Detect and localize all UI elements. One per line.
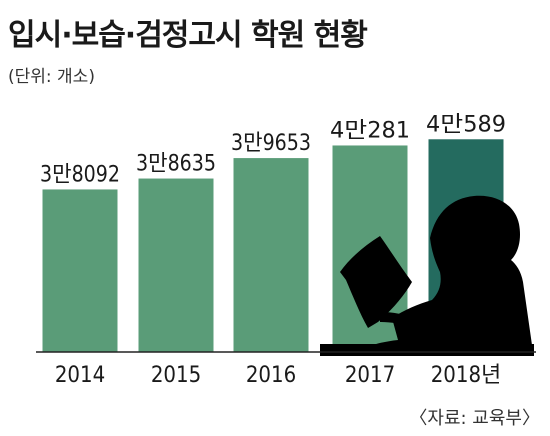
x-tick-label: 2017 [345, 363, 395, 388]
silhouette-illustration [320, 195, 534, 356]
bar-2016 [233, 158, 309, 352]
bar-2015 [138, 178, 214, 352]
chart-title: 입시·보습·검정고시 학원 현황 [8, 18, 368, 53]
bar-2014 [42, 189, 118, 352]
unit-label: (단위: 개소) [8, 67, 95, 87]
x-tick-label: 2014 [55, 363, 105, 388]
value-label: 4만589 [426, 112, 506, 137]
x-tick-label: 2016 [246, 363, 296, 388]
source-note: 〈자료: 교육부〉 [409, 408, 540, 429]
silhouette-figure [360, 195, 533, 352]
silhouette-hand [380, 312, 414, 326]
value-label: 3만8635 [136, 152, 216, 177]
x-tick-label: 2018년 [431, 363, 502, 388]
silhouette-desk [320, 344, 534, 356]
value-label: 3만9653 [231, 131, 311, 156]
silhouette-book [340, 236, 412, 328]
x-tick-label: 2015 [151, 363, 201, 388]
value-label: 3만8092 [40, 162, 120, 187]
value-label: 4만281 [330, 118, 410, 143]
